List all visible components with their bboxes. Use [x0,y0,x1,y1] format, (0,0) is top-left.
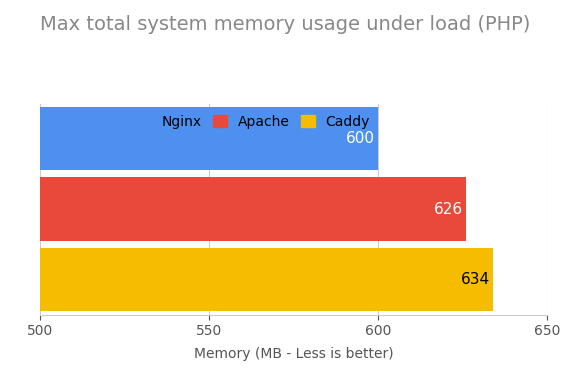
X-axis label: Memory (MB - Less is better): Memory (MB - Less is better) [194,347,393,360]
Text: 626: 626 [434,202,463,216]
Text: Max total system memory usage under load (PHP): Max total system memory usage under load… [40,15,530,34]
Text: 600: 600 [346,131,375,146]
Bar [40,248,493,311]
Text: 634: 634 [461,272,490,287]
Bar [40,178,466,240]
Bar [40,107,378,170]
Legend: Nginx, Apache, Caddy: Nginx, Apache, Caddy [132,111,374,133]
